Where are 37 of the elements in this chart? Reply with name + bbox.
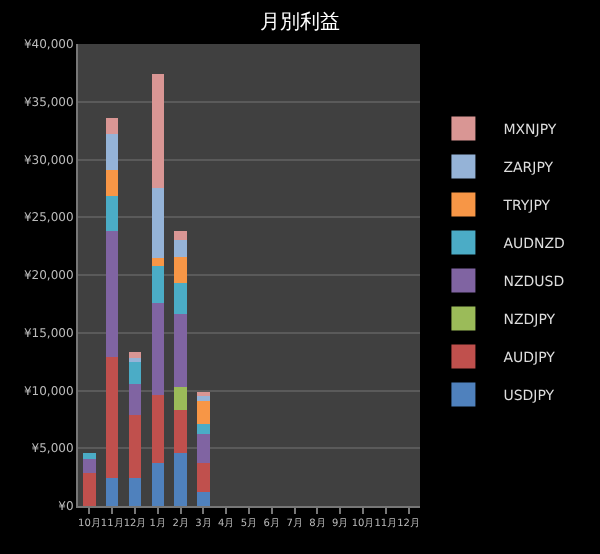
bar <box>151 74 165 189</box>
bar <box>105 134 119 170</box>
bar <box>105 169 119 197</box>
bar <box>128 414 142 479</box>
bar <box>151 188 165 258</box>
bar <box>174 240 187 257</box>
bar <box>105 196 119 232</box>
bar <box>151 302 165 396</box>
bar <box>197 463 210 493</box>
bar <box>174 314 187 388</box>
bar <box>197 492 210 506</box>
chart-title: 月別利益 <box>260 9 340 34</box>
bar <box>105 478 119 506</box>
bar <box>105 357 119 479</box>
bar <box>197 424 210 435</box>
bar <box>174 410 187 453</box>
bar <box>151 463 165 506</box>
bar <box>151 265 165 303</box>
bar <box>83 458 96 473</box>
bar <box>128 352 142 359</box>
bar <box>151 257 165 266</box>
bar <box>197 400 210 424</box>
bar <box>83 472 96 506</box>
bar <box>128 383 142 415</box>
bar <box>151 395 165 464</box>
bar <box>174 387 187 411</box>
bar <box>105 231 119 357</box>
bar <box>197 434 210 464</box>
bar <box>83 452 96 459</box>
bar <box>197 395 210 401</box>
bar <box>105 117 119 135</box>
bar <box>174 256 187 284</box>
bar <box>174 231 187 241</box>
bar <box>174 283 187 315</box>
bar <box>128 360 142 384</box>
bar <box>128 478 142 506</box>
bar <box>174 452 187 506</box>
